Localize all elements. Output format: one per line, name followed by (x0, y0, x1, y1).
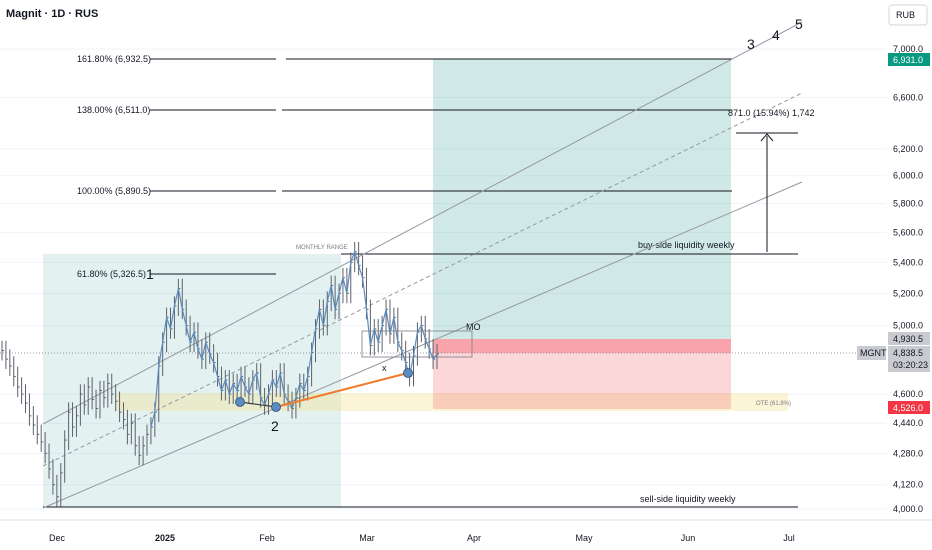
fib-618-label: 61.80% (5,326.5) (77, 269, 146, 279)
y-tick-label: 6,200.0 (893, 144, 923, 154)
target-badge-text: 6,931.0 (893, 55, 923, 65)
x-tick-label: Apr (467, 533, 481, 543)
y-tick-label: 4,000.0 (893, 504, 923, 514)
y-tick-label: 4,120.0 (893, 480, 923, 490)
channel-lower (42, 181, 803, 509)
mo-label: MO (466, 322, 481, 332)
currency-button[interactable] (888, 4, 928, 26)
fib-100-label: 100.00% (5,890.5) (77, 186, 151, 196)
y-tick-label: 4,280.0 (893, 448, 923, 458)
last-price-badge (888, 346, 930, 372)
stop-zone (433, 353, 731, 409)
price-bars (1, 241, 439, 507)
wave-3-label: 3 (747, 36, 755, 52)
x-tick-label: Jul (783, 533, 795, 543)
y-tick-label: 6,000.0 (893, 171, 923, 181)
wave-5-label: 5 (795, 16, 803, 32)
sell-side-label: sell-side liquidity weekly (640, 494, 736, 504)
buy-side-label: buy-side liquidity weekly (638, 240, 735, 250)
wave-1-label: 1 (146, 266, 154, 282)
monthly-range-label: MONTHLY RANGE (296, 245, 348, 251)
fib-lines (150, 58, 732, 275)
wave-2-label: 2 (271, 418, 279, 434)
measure-label: 871.0 (15.94%) 1,742 (728, 108, 815, 118)
swing-low-dot-2[interactable] (271, 402, 281, 412)
symbol-badge (857, 346, 886, 360)
last-price-text: 4,838.5 (893, 348, 923, 358)
chart-title: Magnit · 1D · RUS (6, 8, 98, 20)
swing-low-dot-1[interactable] (235, 397, 245, 407)
x-tick-label: Feb (259, 533, 275, 543)
swing-connector-1 (239, 401, 277, 408)
ote-label: OTE (61.8%) (756, 401, 791, 407)
monthly-range-box (43, 254, 341, 507)
y-tick-label: 5,600.0 (893, 227, 923, 237)
swing-connector-2 (275, 372, 409, 408)
y-tick-label: 5,200.0 (893, 288, 923, 298)
x-axis-ticks: Dec 2025 Feb Mar Apr May Jun Jul (49, 533, 795, 543)
grid (0, 48, 886, 510)
x-tick-label: Jun (681, 533, 696, 543)
wave-4-label: 4 (772, 27, 780, 43)
currency-label: RUB (896, 10, 915, 20)
x-tick-label: 2025 (155, 533, 175, 543)
y-axis-ticks: 7,000.0 6,600.0 6,200.0 6,000.0 5,800.0 5,600… (893, 44, 923, 514)
x-tick-label: May (575, 533, 593, 543)
stop-badge (888, 401, 930, 414)
y-tick-label: 4,600.0 (893, 389, 923, 399)
stop-badge-text: 4,526.0 (893, 403, 923, 413)
y-tick-label: 4,440.0 (893, 418, 923, 428)
mo-range-box (361, 330, 473, 358)
stop-zone-strong (433, 339, 731, 353)
fib-161-label: 161.80% (6,932.5) (77, 54, 151, 64)
x-tick-label: Mar (359, 533, 375, 543)
countdown-text: 03:20:23 (893, 360, 928, 370)
fib-138-label: 138.00% (6,511.0) (77, 105, 150, 115)
target-badge (888, 53, 930, 66)
y-tick-label: 6,600.0 (893, 92, 923, 102)
y-tick-label: 5,000.0 (893, 321, 923, 331)
y-tick-label: 7,000.0 (893, 44, 923, 54)
symbol-badge-text: MGNT (860, 348, 887, 358)
x-tick-label: Dec (49, 533, 66, 543)
y-tick-label: 5,400.0 (893, 257, 923, 267)
y-tick-label: 5,800.0 (893, 199, 923, 209)
target-zone (433, 59, 731, 339)
entry-badge (888, 332, 930, 345)
channel-mid (42, 92, 803, 467)
price-axis-bg (886, 0, 932, 520)
channel-upper (42, 21, 803, 425)
measure-arrowhead (760, 133, 774, 142)
swing-low-dot-3[interactable] (403, 368, 413, 378)
x-label: x (382, 363, 387, 373)
entry-badge-text: 4,930.5 (893, 334, 923, 344)
